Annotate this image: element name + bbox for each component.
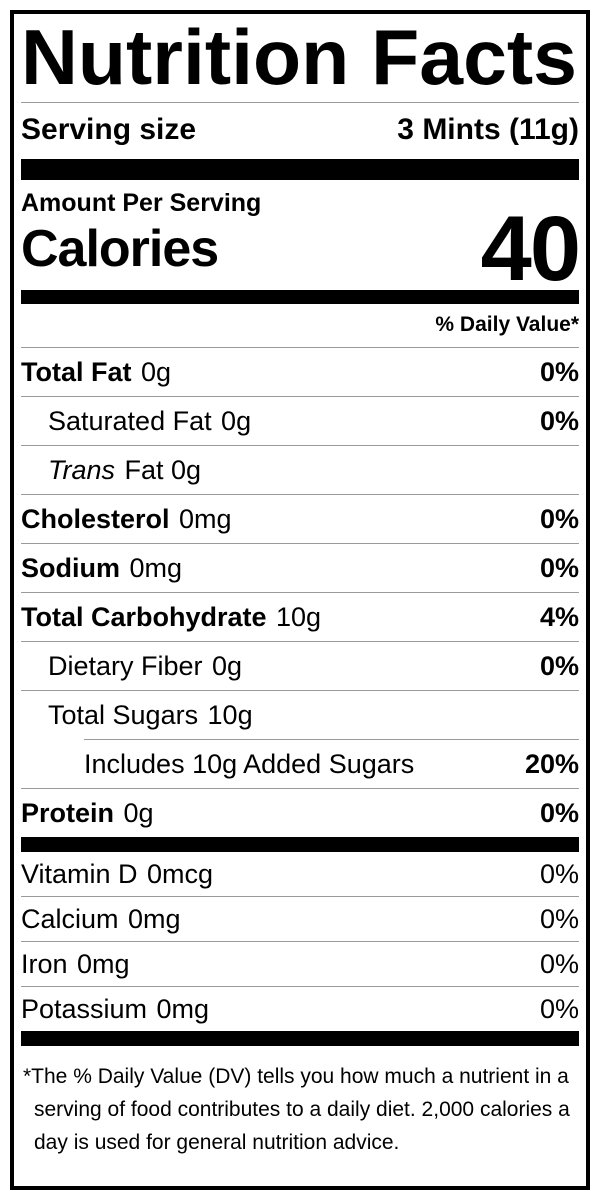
vitamin-row-calcium: Calcium 0mg 0%: [21, 896, 579, 941]
nutrient-percent: 0%: [539, 651, 579, 681]
vitamin-percent: 0%: [539, 949, 579, 979]
daily-value-header: % Daily Value*: [435, 313, 579, 336]
calories-value: 40: [480, 198, 581, 301]
nutrient-name: Saturated Fat: [48, 406, 212, 436]
page-title: Nutrition Facts: [21, 22, 577, 96]
serving-size-value: 3 Mints (11g): [397, 113, 579, 146]
nutrient-row-total-carbohydrate: Total Carbohydrate 10g 4%: [21, 592, 579, 641]
vitamin-percent: 0%: [539, 859, 579, 889]
footnote-line: serving of food contributes to a daily d…: [34, 1098, 570, 1121]
vitamin-amount: 0mcg: [146, 859, 214, 889]
vitamin-name: Vitamin D: [21, 859, 138, 889]
nutrient-amount: Fat 0g: [124, 455, 201, 485]
vitamin-amount: 0mg: [156, 994, 210, 1024]
thick-rule: [21, 837, 579, 852]
nutrient-name: Total Carbohydrate: [21, 602, 267, 632]
nutrient-amount: 0g: [211, 651, 243, 681]
vitamin-text: Iron 0mg: [21, 949, 130, 979]
vitamin-row-vitamin-d: Vitamin D 0mcg 0%: [21, 852, 579, 896]
serving-size-label: Serving size: [21, 113, 197, 146]
nutrient-row-protein: Protein 0g 0%: [21, 788, 579, 837]
nutrient-text: Dietary Fiber 0g: [21, 651, 242, 682]
nutrient-name: Dietary Fiber: [48, 651, 203, 681]
nutrient-name: Total Fat: [21, 357, 132, 387]
vitamin-text: Calcium 0mg: [21, 904, 181, 934]
vitamin-percent: 0%: [539, 994, 579, 1024]
label-title-block: Nutrition Facts: [21, 14, 579, 102]
nutrient-row-sodium: Sodium 0mg 0%: [21, 543, 579, 592]
nutrient-name: Total Sugars: [48, 700, 199, 730]
nutrient-percent: 0%: [539, 504, 579, 534]
nutrient-name: Sodium: [21, 553, 120, 583]
nutrition-label: Nutrition Facts Serving size 3 Mints (11…: [10, 10, 590, 1190]
vitamin-amount: 0mg: [127, 904, 181, 934]
nutrient-text: Cholesterol 0mg: [21, 504, 232, 535]
footnote-line: *The % Daily Value (DV) tells you how mu…: [23, 1065, 569, 1088]
nutrient-row-saturated-fat: Saturated Fat 0g 0%: [21, 396, 579, 445]
nutrient-amount: 0g: [221, 406, 252, 436]
nutrient-row-total-fat: Total Fat 0g 0%: [21, 347, 579, 396]
nutrient-text: Total Sugars 10g: [21, 700, 253, 731]
nutrient-row-cholesterol: Cholesterol 0mg 0%: [21, 494, 579, 543]
medium-rule: [21, 290, 579, 304]
nutrient-percent: 0%: [539, 357, 579, 387]
nutrient-name: Includes 10g Added Sugars: [84, 749, 415, 779]
vitamin-amount: 0mg: [76, 949, 130, 979]
nutrient-amount: 0g: [123, 798, 154, 828]
footnote-line: day is used for general nutrition advice…: [34, 1131, 400, 1154]
nutrient-row-total-sugars: Total Sugars 10g: [21, 690, 579, 739]
nutrient-amount: 10g: [275, 602, 322, 632]
vitamin-row-iron: Iron 0mg 0%: [21, 941, 579, 986]
thick-rule: [21, 159, 579, 180]
vitamin-name: Potassium: [21, 994, 148, 1024]
nutrient-amount: 0mg: [178, 504, 232, 534]
nutrient-name: Protein: [21, 798, 115, 828]
nutrient-row-added-sugars: Includes 10g Added Sugars 20%: [84, 739, 579, 788]
serving-size-row: Serving size 3 Mints (11g): [21, 103, 579, 159]
nutrient-percent: 4%: [539, 602, 579, 632]
nutrient-amount: 10g: [207, 700, 253, 730]
nutrient-percent: 0%: [539, 553, 579, 583]
daily-value-footnote: *The % Daily Value (DV) tells you how mu…: [21, 1046, 579, 1159]
nutrient-name: Trans: [48, 455, 116, 485]
nutrient-text: Trans Fat 0g: [21, 455, 201, 486]
nutrient-text: Total Fat 0g: [21, 357, 171, 388]
vitamin-name: Calcium: [21, 904, 119, 934]
vitamin-percent: 0%: [539, 904, 579, 934]
vitamin-text: Potassium 0mg: [21, 994, 209, 1024]
nutrient-text: Saturated Fat 0g: [21, 406, 251, 437]
nutrient-amount: 0mg: [129, 553, 182, 583]
calories-label: Calories: [21, 220, 219, 278]
nutrient-name: Cholesterol: [21, 504, 170, 534]
nutrient-text: Sodium 0mg: [21, 553, 182, 584]
label-title-graphic: Nutrition Facts: [21, 22, 577, 96]
nutrient-percent: 0%: [539, 406, 579, 436]
nutrient-text: Total Carbohydrate 10g: [21, 602, 321, 633]
nutrient-percent: 20%: [524, 749, 579, 779]
calories-section: Amount Per Serving Calories 40: [21, 180, 581, 301]
vitamin-text: Vitamin D 0mcg: [21, 859, 213, 889]
vitamin-row-potassium: Potassium 0mg 0%: [21, 986, 579, 1031]
nutrient-amount: 0g: [140, 357, 171, 387]
nutrient-row-trans-fat: Trans Fat 0g: [21, 445, 579, 494]
nutrient-percent: 0%: [539, 798, 579, 828]
amount-per-serving-label: Amount Per Serving: [21, 189, 262, 217]
nutrient-row-dietary-fiber: Dietary Fiber 0g 0%: [21, 641, 579, 690]
nutrient-text: Includes 10g Added Sugars: [84, 749, 414, 780]
thick-rule: [21, 1031, 579, 1046]
divider: [21, 102, 579, 103]
vitamin-name: Iron: [21, 949, 68, 979]
nutrient-text: Protein 0g: [21, 798, 154, 829]
